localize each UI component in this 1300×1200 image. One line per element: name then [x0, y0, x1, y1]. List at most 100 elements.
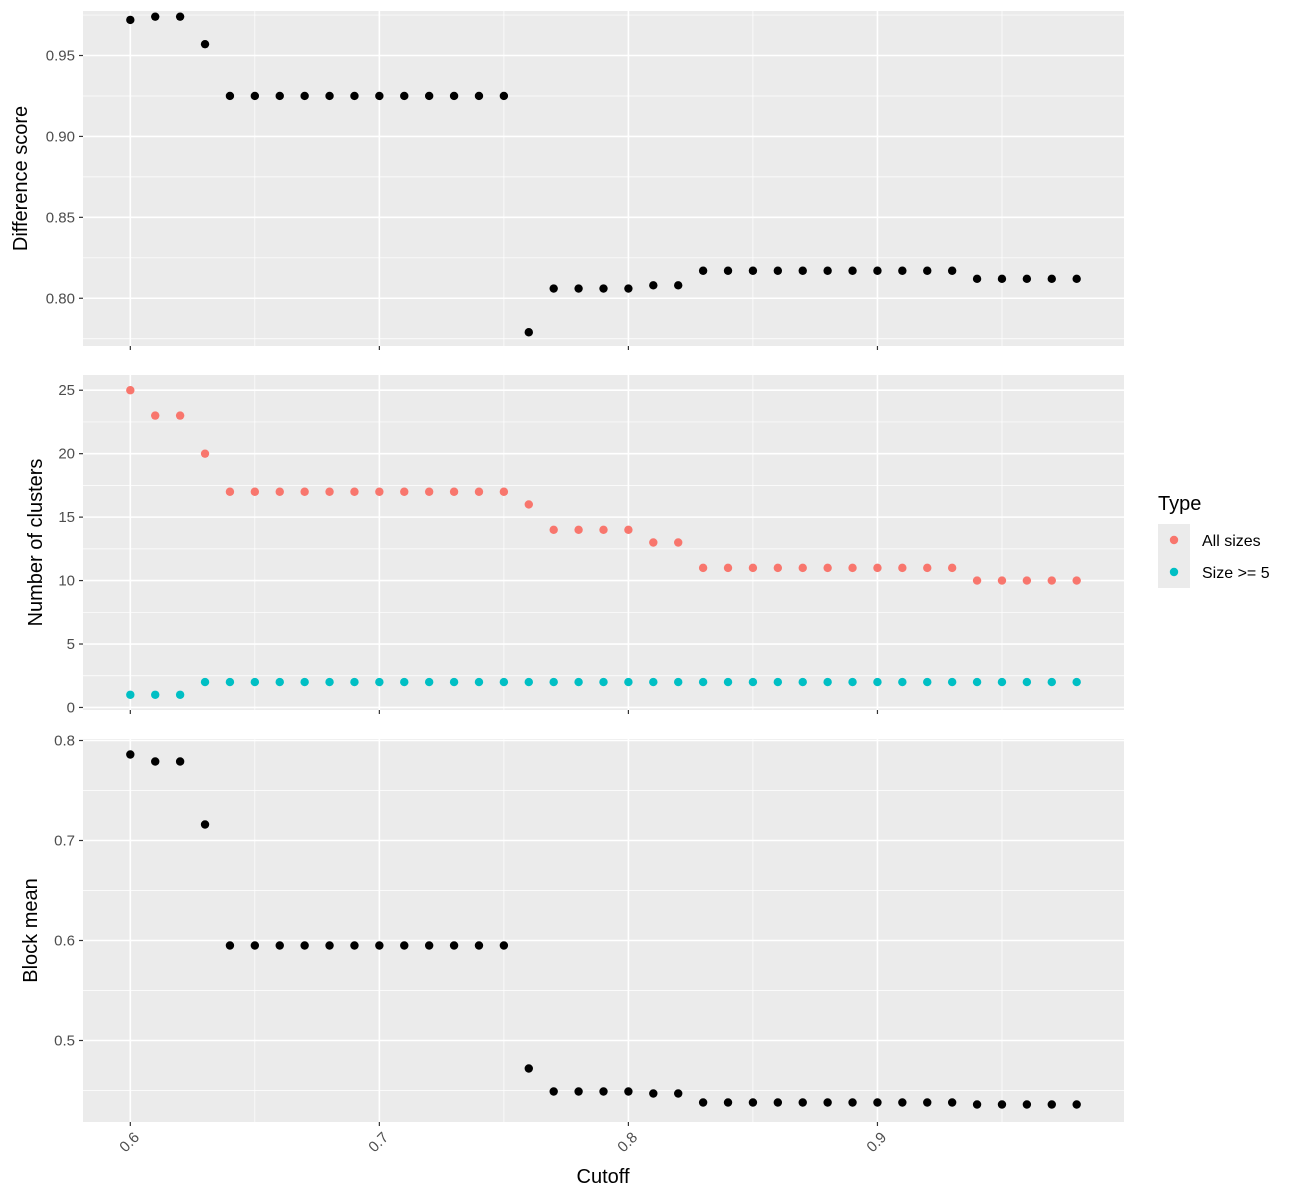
- data-point: [549, 525, 558, 535]
- data-point: [400, 487, 409, 496]
- data-point: [873, 563, 882, 573]
- data-point: [1022, 677, 1032, 687]
- data-point: [723, 266, 733, 275]
- data-point: [549, 284, 558, 293]
- data-point: [474, 487, 484, 496]
- data-point: [499, 91, 509, 101]
- data-point: [997, 1100, 1007, 1109]
- data-point: [275, 677, 284, 687]
- data-point: [325, 941, 334, 950]
- data-point: [250, 941, 260, 950]
- legend-keys: All sizes Size >= 5: [1158, 524, 1270, 588]
- data-point: [175, 12, 185, 21]
- data-point: [748, 266, 758, 275]
- data-point: [674, 1089, 683, 1098]
- data-point: [698, 677, 708, 687]
- data-point: [350, 487, 359, 496]
- x-tick-label: 0.6: [116, 1129, 143, 1156]
- y-tick-label: 0.80: [46, 290, 75, 307]
- data-point: [1022, 274, 1032, 284]
- data-point: [1047, 576, 1056, 585]
- panel-background: [83, 739, 1124, 1122]
- y-tick-label: 20: [58, 446, 75, 463]
- panel-3: 0.5 0.6 0.7 0.8 Block mean: [20, 733, 1124, 1126]
- data-point: [524, 677, 533, 687]
- data-point: [848, 677, 857, 687]
- x-tick-label: 0.9: [863, 1129, 890, 1156]
- data-point: [126, 386, 135, 395]
- data-point: [1047, 677, 1056, 687]
- data-point: [574, 677, 583, 687]
- data-point: [649, 538, 658, 547]
- data-point: [474, 677, 484, 687]
- data-point: [424, 677, 434, 687]
- data-point: [300, 677, 309, 687]
- x-tick-label: 0.8: [614, 1129, 641, 1156]
- data-point: [823, 1098, 832, 1107]
- y-tick-label: 0.90: [46, 128, 75, 145]
- y-axis-title: Difference score: [10, 106, 32, 251]
- y-axis-title: Block mean: [20, 878, 42, 983]
- data-point: [424, 91, 434, 101]
- data-point: [126, 690, 135, 699]
- data-point: [624, 284, 633, 293]
- data-point: [175, 757, 185, 766]
- data-point: [599, 677, 608, 687]
- data-point: [424, 941, 434, 950]
- data-point: [923, 677, 932, 687]
- y-tick-label: 0.6: [54, 933, 75, 950]
- data-point: [524, 500, 533, 509]
- y-tick-label: 10: [58, 573, 75, 590]
- data-point: [649, 281, 658, 290]
- series-size-5: [126, 677, 1081, 699]
- data-point: [449, 941, 459, 950]
- data-point: [873, 266, 882, 275]
- y-tick-label: 0.5: [54, 1033, 75, 1050]
- y-tick-label: 0: [67, 699, 75, 716]
- data-point: [698, 266, 708, 275]
- y-tick-label: 0.85: [46, 209, 75, 226]
- data-point: [674, 677, 683, 687]
- data-point: [748, 677, 758, 687]
- data-point: [250, 677, 260, 687]
- data-point: [798, 677, 807, 687]
- x-axis-title: Cutoff: [577, 1166, 630, 1188]
- data-point: [599, 525, 608, 535]
- data-point: [225, 677, 235, 687]
- y-tick-label: 25: [58, 382, 75, 399]
- data-point: [599, 284, 608, 293]
- data-point: [873, 677, 882, 687]
- data-point: [947, 563, 957, 573]
- data-point: [898, 266, 907, 275]
- data-point: [823, 677, 832, 687]
- data-point: [848, 266, 857, 275]
- data-point: [1047, 274, 1056, 284]
- data-point: [898, 1098, 907, 1107]
- data-point: [474, 91, 484, 101]
- data-point: [250, 487, 260, 496]
- data-point: [400, 91, 409, 101]
- data-point: [574, 525, 583, 535]
- data-point: [748, 1098, 758, 1107]
- data-point: [773, 677, 783, 687]
- data-point: [997, 274, 1007, 284]
- y-tick-label: 0.95: [46, 48, 75, 65]
- data-point: [275, 91, 284, 101]
- data-point: [624, 677, 633, 687]
- data-point: [300, 91, 309, 101]
- shared-x-axis: 0.6 0.7 0.8 0.9: [116, 1129, 890, 1156]
- legend-key-point: [1169, 567, 1179, 577]
- y-tick-label: 5: [67, 636, 75, 653]
- data-point: [624, 1087, 633, 1096]
- chart-panels: 0.80 0.85 0.90 0.95 Difference score 0 5 10 15 20…: [10, 11, 1124, 1126]
- y-tick-label: 0.8: [54, 733, 75, 750]
- data-point: [449, 91, 459, 101]
- data-point: [698, 563, 708, 573]
- data-point: [375, 91, 384, 101]
- data-point: [499, 487, 509, 496]
- data-point: [923, 1098, 932, 1107]
- data-point: [375, 941, 384, 950]
- panel-background: [83, 375, 1124, 710]
- data-point: [972, 1100, 982, 1109]
